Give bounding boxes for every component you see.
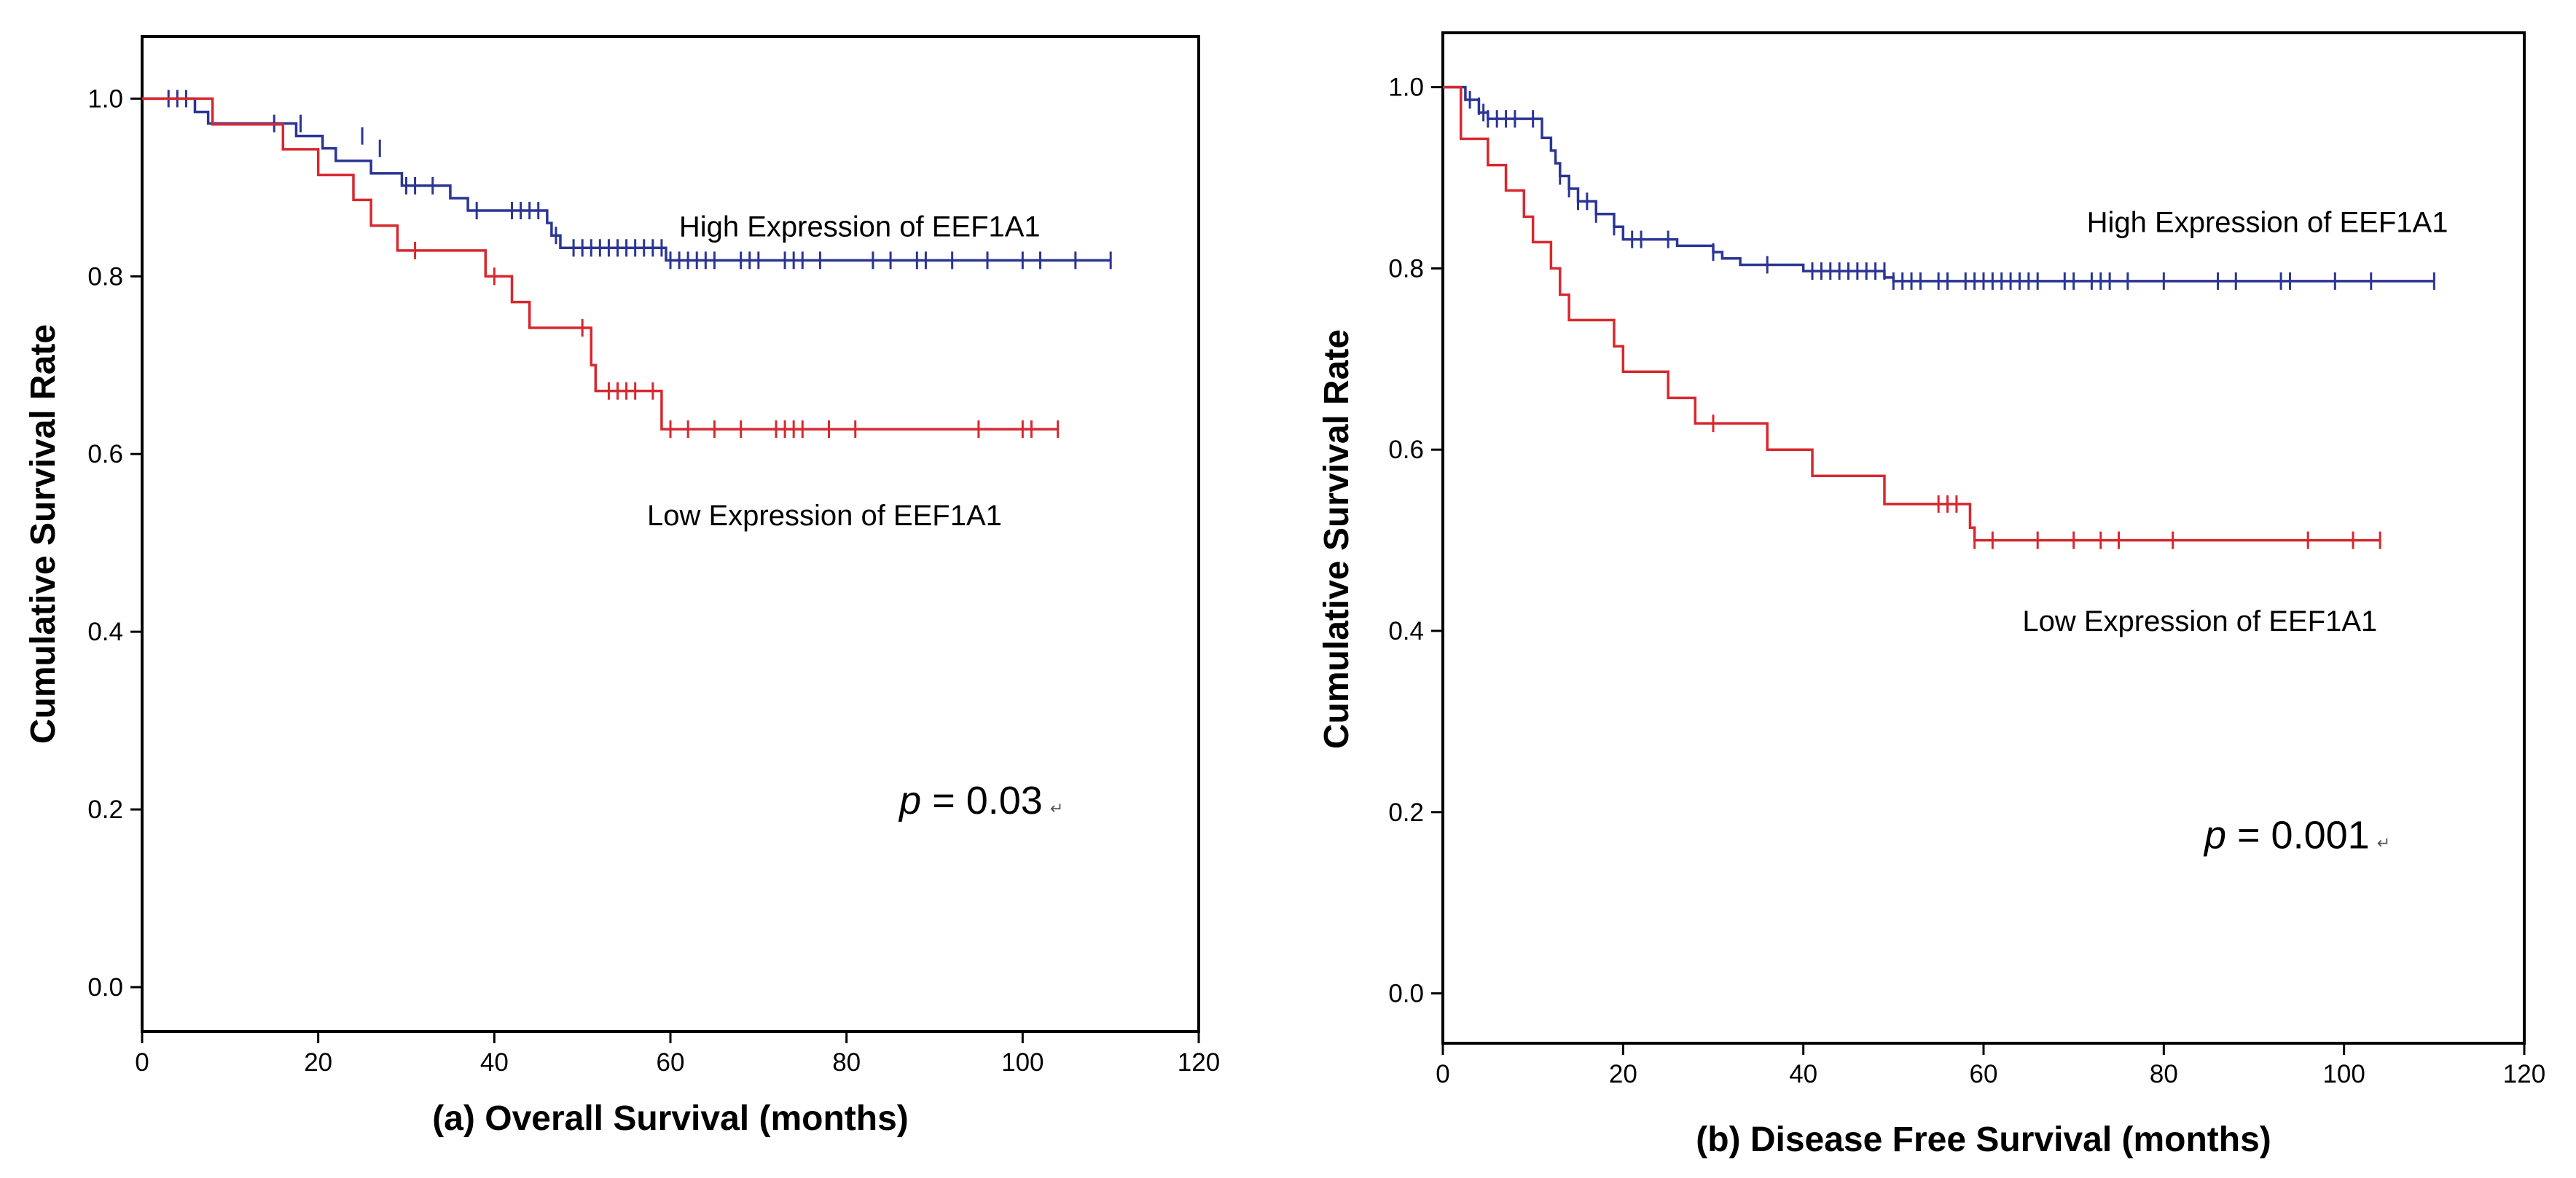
- overall-survival-chart: 0 20 40 60 80 100 120 0.0 0.2 0.4 0.6 0.8 1.0 High E…: [24, 35, 1220, 1138]
- x-axis-label: (a) Overall Survival (months): [432, 1099, 909, 1138]
- y-tick-label: 0.6: [87, 440, 123, 468]
- y-tick-label: 0.4: [1388, 617, 1424, 645]
- survival-curves: [1443, 85, 2435, 549]
- survival-curves: [142, 90, 1112, 439]
- x-tick-label: 0: [1436, 1060, 1449, 1088]
- x-tick-label: 120: [1178, 1048, 1220, 1077]
- x-tick-label: 40: [1789, 1060, 1817, 1088]
- low-expression-curve: [142, 97, 1058, 431]
- low-expression-label: Low Expression of EEF1A1: [647, 500, 1002, 532]
- y-tick-label: 1.0: [1388, 74, 1424, 102]
- y-tick-label: 0.8: [87, 262, 123, 291]
- x-tick-label: 40: [480, 1048, 509, 1077]
- y-tick-label: 0.2: [87, 796, 123, 824]
- y-axis-label: Cumulative Survival Rate: [24, 324, 63, 744]
- y-tick-label: 0.4: [87, 618, 123, 646]
- x-tick-label: 60: [657, 1048, 685, 1077]
- y-tick-label: 0.0: [87, 973, 123, 1002]
- p-value-annotation: p = 0.03 ↵: [898, 779, 1063, 822]
- plot-frame: [1441, 31, 2526, 1045]
- x-tick-label: 80: [2150, 1060, 2178, 1088]
- low-expression-label: Low Expression of EEF1A1: [2022, 605, 2377, 637]
- x-axis-label: (b) Disease Free Survival (months): [1696, 1120, 2271, 1159]
- axis-ticks: 0 20 40 60 80 100 120 0.0 0.2 0.4 0.6 0.8 1.0: [1388, 74, 2545, 1088]
- high-expression-label: High Expression of EEF1A1: [679, 211, 1041, 243]
- x-tick-label: 100: [1001, 1048, 1044, 1077]
- low-expression-curve: [1443, 85, 2381, 542]
- y-tick-label: 0.0: [1388, 980, 1424, 1008]
- axis-ticks: 0 20 40 60 80 100 120 0.0 0.2 0.4 0.6 0.8 1.0: [87, 85, 1220, 1077]
- x-tick-label: 20: [304, 1048, 332, 1077]
- y-tick-label: 0.8: [1388, 254, 1424, 283]
- disease-free-survival-chart: 0 20 40 60 80 100 120 0.0 0.2 0.4 0.6 0.8 1.0 High E…: [1318, 31, 2545, 1159]
- x-tick-label: 120: [2503, 1060, 2545, 1088]
- panel-overall-survival: 0 20 40 60 80 100 120 0.0 0.2 0.4 0.6 0.8 1.0 High E…: [0, 0, 1283, 1178]
- p-value-annotation: p = 0.001 ↵: [2203, 814, 2390, 857]
- y-tick-label: 0.2: [1388, 798, 1424, 827]
- x-tick-label: 20: [1609, 1060, 1637, 1088]
- x-tick-label: 80: [832, 1048, 861, 1077]
- y-axis-label: Cumulative Survival Rate: [1318, 329, 1356, 749]
- x-tick-label: 100: [2322, 1060, 2365, 1088]
- y-tick-label: 1.0: [87, 85, 123, 113]
- y-tick-label: 0.6: [1388, 436, 1424, 464]
- x-tick-label: 0: [135, 1048, 149, 1077]
- high-expression-label: High Expression of EEF1A1: [2087, 207, 2448, 239]
- x-tick-label: 60: [1970, 1060, 1998, 1088]
- plot-frame: [141, 35, 1200, 1033]
- panel-disease-free-survival: 0 20 40 60 80 100 120 0.0 0.2 0.4 0.6 0.8 1.0 High E…: [1283, 0, 2576, 1178]
